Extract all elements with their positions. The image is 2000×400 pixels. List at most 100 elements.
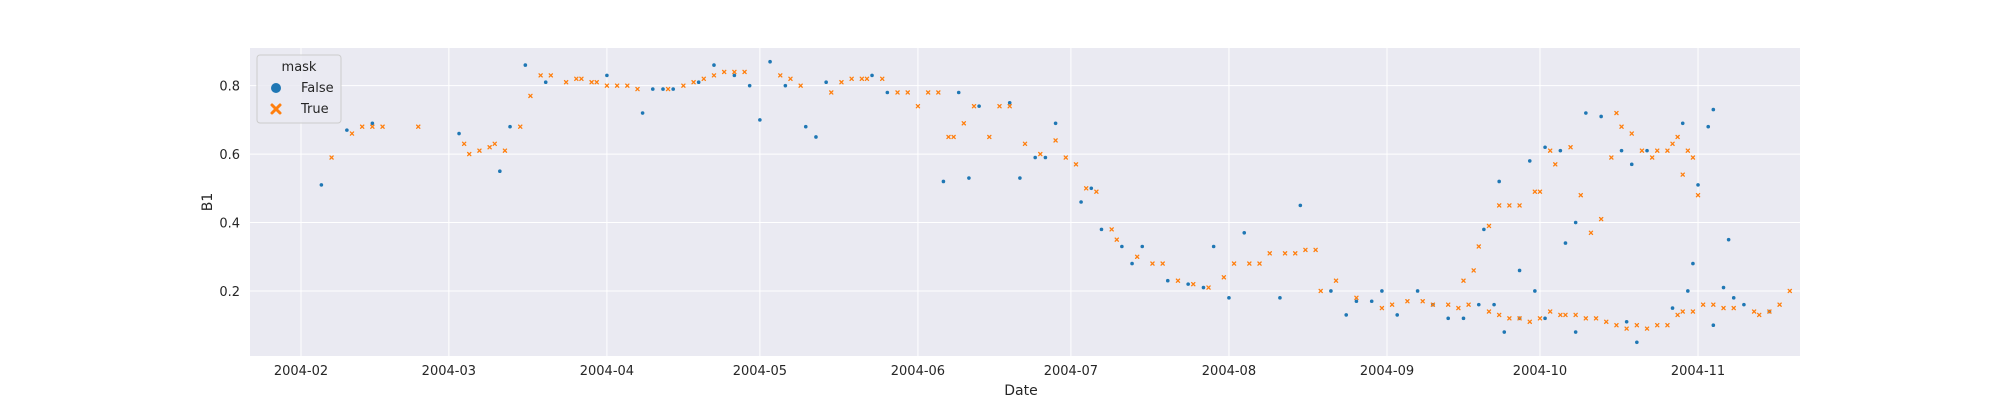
legend: mask False True: [256, 54, 342, 124]
point-false: [1543, 316, 1547, 321]
point-false: [1344, 313, 1349, 317]
point-false: [1227, 296, 1231, 300]
point-true: [1558, 312, 1563, 318]
point-true: [487, 144, 492, 150]
point-true: [1609, 155, 1614, 160]
point-true: [1160, 261, 1165, 266]
point-true: [563, 79, 569, 85]
point-true: [859, 76, 865, 82]
point-false: [1201, 285, 1206, 290]
point-true: [1114, 237, 1120, 242]
point-true: [1685, 148, 1691, 153]
point-true: [1247, 261, 1252, 266]
point-true: [951, 134, 956, 140]
point-false: [1482, 227, 1486, 232]
point-true: [1787, 288, 1793, 294]
point-true: [1231, 261, 1237, 266]
x-axis-ticks: 2004-02 2004-03 2004-04 2004-05 2004-06 2004-…: [274, 364, 1725, 379]
point-true: [905, 90, 910, 95]
point-true: [492, 141, 497, 147]
point-false: [1053, 121, 1058, 126]
point-true: [1634, 322, 1640, 328]
x-tick-label: 2004-05: [733, 364, 787, 379]
point-false: [1242, 231, 1247, 235]
point-true: [1731, 305, 1736, 311]
point-true: [1532, 189, 1538, 194]
point-true: [1665, 322, 1670, 328]
point-false: [650, 87, 655, 91]
point-true: [798, 83, 803, 88]
point-false: [1680, 121, 1685, 126]
point-false: [1573, 330, 1578, 334]
point-false: [977, 104, 981, 108]
point-false: [508, 124, 512, 129]
point-false: [1369, 299, 1374, 304]
x-tick-label: 2004-03: [422, 364, 476, 379]
point-true: [370, 124, 375, 129]
point-true: [1690, 309, 1696, 314]
point-true: [997, 103, 1002, 109]
point-false: [1497, 179, 1501, 184]
point-true: [538, 73, 543, 78]
point-true: [946, 134, 951, 140]
point-false: [1033, 155, 1037, 160]
point-false: [1140, 244, 1145, 249]
point-false: [1089, 186, 1094, 191]
point-true: [1007, 103, 1012, 109]
point-true: [604, 83, 610, 88]
point-true: [635, 86, 640, 92]
point-false: [1563, 241, 1568, 245]
point-false: [747, 83, 752, 88]
point-false: [1298, 203, 1303, 208]
point-true: [1445, 302, 1451, 307]
point-false: [1573, 220, 1578, 225]
x-axis-title: Date: [1004, 383, 1037, 399]
point-false: [1599, 114, 1603, 119]
point-true: [1517, 203, 1522, 208]
point-false: [1476, 302, 1481, 307]
point-false: [1354, 299, 1359, 304]
point-true: [1461, 278, 1466, 283]
point-true: [1292, 251, 1298, 256]
point-false: [814, 135, 818, 139]
point-true: [574, 76, 579, 82]
point-false: [1619, 148, 1624, 153]
point-false: [345, 128, 349, 132]
point-true: [1553, 162, 1558, 167]
point-false: [1329, 289, 1333, 293]
point-false: [1120, 244, 1124, 249]
point-true: [1619, 124, 1624, 129]
point-false: [498, 169, 502, 173]
point-true: [1614, 322, 1619, 328]
point-false: [1007, 100, 1012, 105]
point-true: [1756, 312, 1762, 318]
point-true: [864, 76, 870, 82]
point-true: [1083, 186, 1089, 191]
point-false: [1711, 323, 1716, 328]
point-true: [1537, 316, 1543, 321]
point-false: [457, 131, 461, 136]
point-true: [1700, 302, 1706, 307]
point-false: [1706, 124, 1711, 129]
point-false: [1686, 289, 1690, 293]
point-true: [1537, 189, 1543, 194]
point-true: [625, 83, 630, 88]
point-false: [1079, 200, 1083, 204]
point-true: [1649, 155, 1655, 160]
point-true: [594, 79, 599, 85]
point-true: [1690, 155, 1696, 160]
point-true: [936, 90, 941, 95]
point-true: [839, 79, 844, 85]
point-true: [1624, 326, 1629, 331]
point-true: [1073, 162, 1079, 167]
point-false: [1726, 237, 1731, 242]
point-false: [370, 121, 375, 126]
point-true: [1191, 281, 1196, 287]
point-true: [548, 73, 554, 78]
point-false: [885, 90, 890, 95]
legend-title: mask: [282, 60, 317, 75]
point-false: [1099, 227, 1104, 232]
point-false: [1018, 176, 1022, 180]
point-true: [1267, 251, 1272, 256]
point-true: [1257, 261, 1262, 266]
